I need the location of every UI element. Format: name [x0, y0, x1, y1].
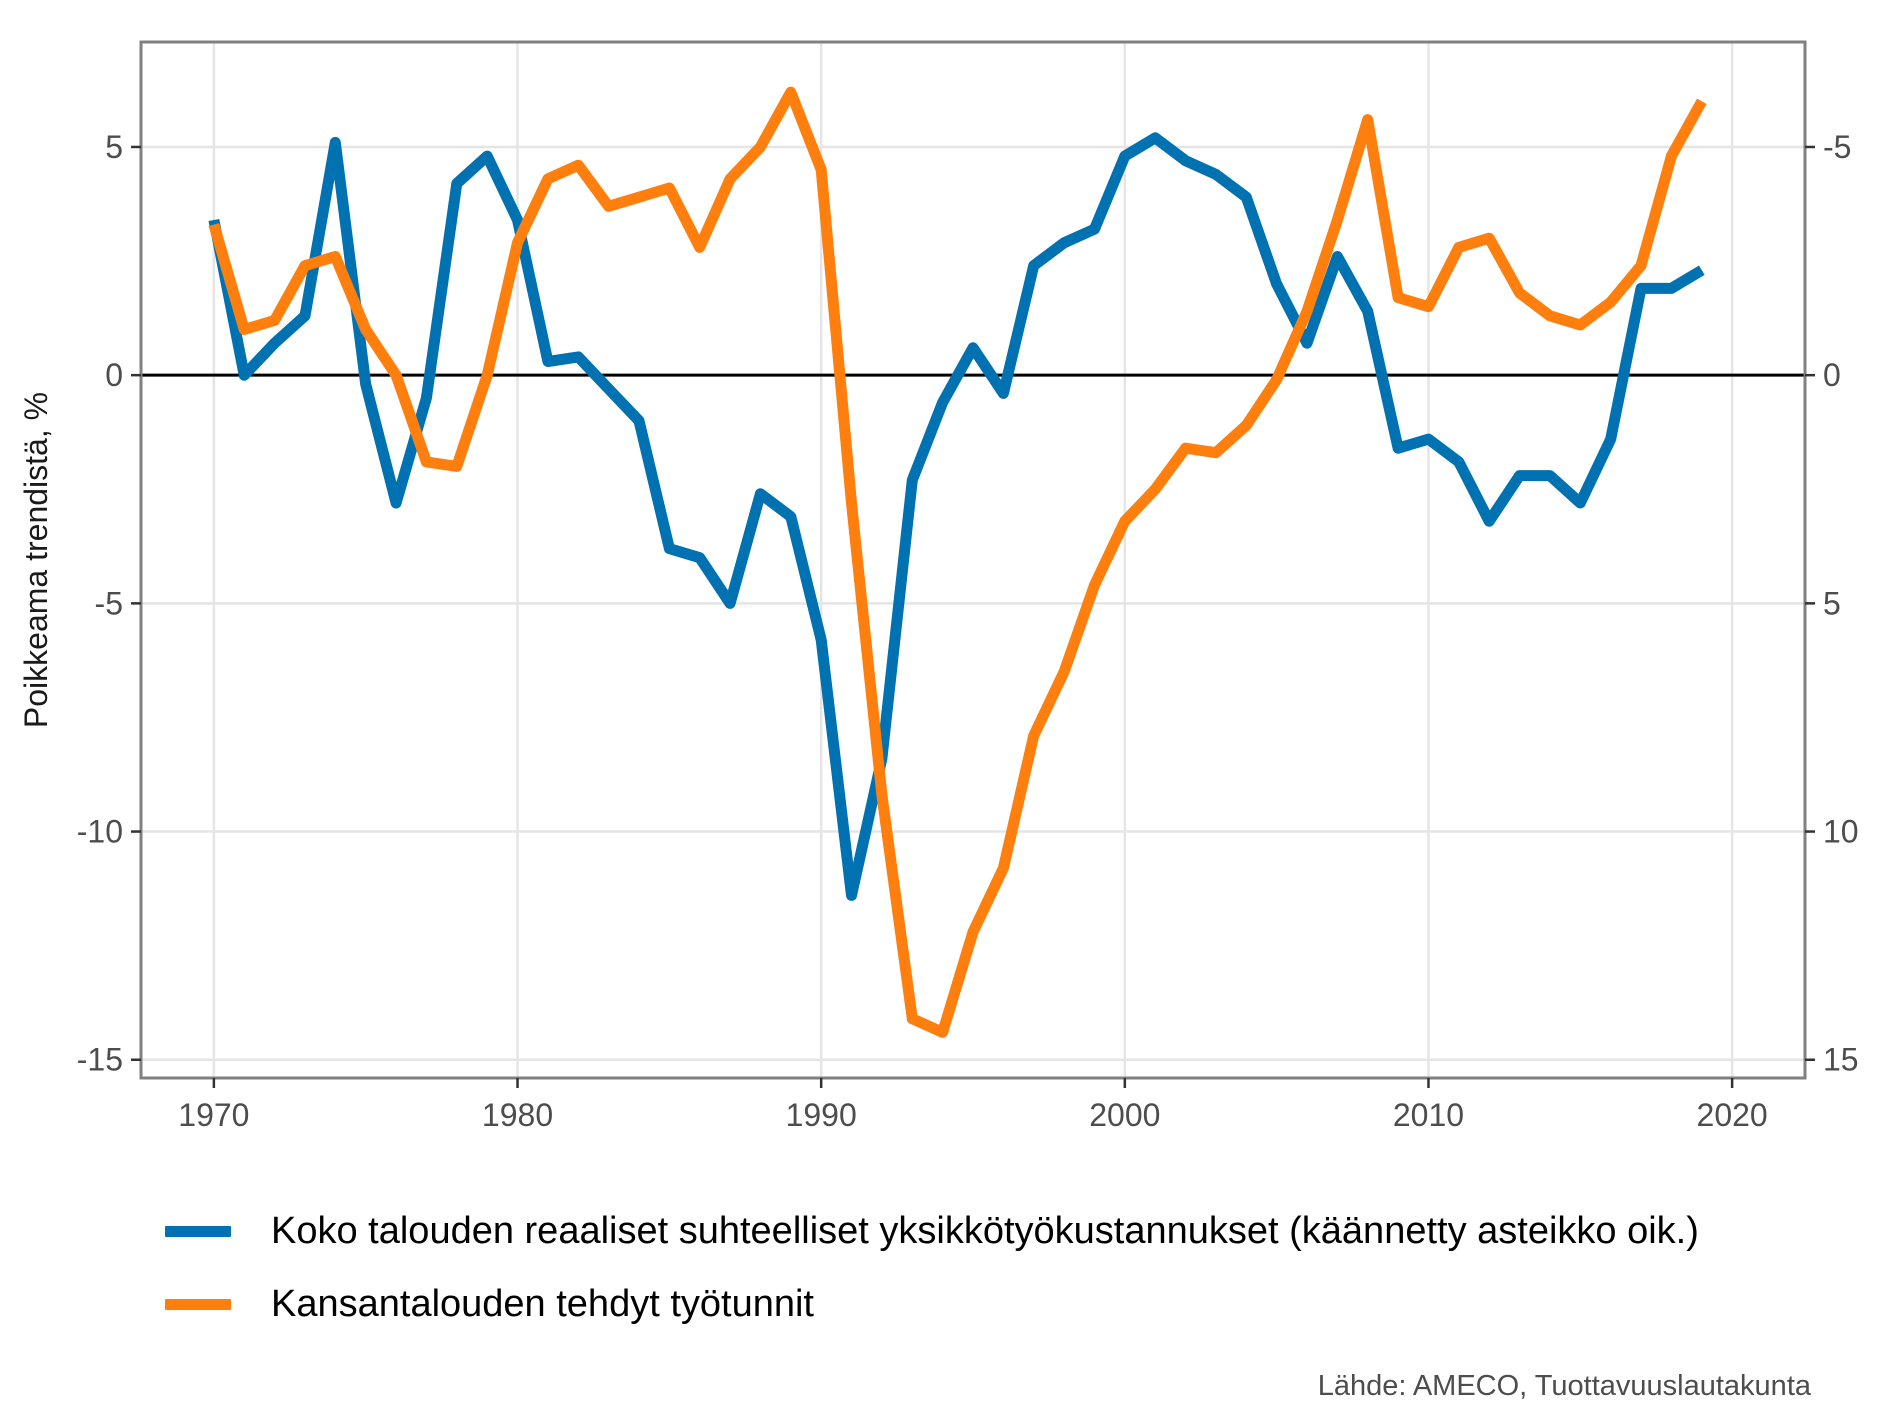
- series-lines: [208, 86, 1707, 1038]
- y-tick-label-left: -10: [77, 814, 123, 850]
- legend-swatch-hours: [165, 1299, 231, 1310]
- source-note: Lähde: AMECO, Tuottavuuslautakunta: [1317, 1370, 1811, 1402]
- y-tick-label-right: -5: [1823, 129, 1851, 165]
- y-tick-label-right: 10: [1823, 814, 1859, 850]
- y-tick-label-left: -5: [95, 585, 123, 621]
- y-tick-label-left: 0: [105, 357, 123, 393]
- legend-swatch-ulc: [165, 1226, 231, 1237]
- legend: Koko talouden reaaliset suhteelliset yks…: [165, 1195, 1699, 1341]
- series-line-hours: [208, 86, 1707, 1038]
- y-tick-label-right: 0: [1823, 357, 1841, 393]
- x-tick-label: 2010: [1393, 1097, 1464, 1133]
- tick-labels: 1970 1980 1990 2000 2010 2020 5 -5 0 0 -5 5 -10 10 -15…: [77, 129, 1859, 1133]
- y-tick-label-right: 15: [1823, 1042, 1859, 1078]
- x-tick-label: 1990: [786, 1097, 857, 1133]
- legend-label-ulc: Koko talouden reaaliset suhteelliset yks…: [271, 1210, 1699, 1252]
- x-tick-label: 1970: [178, 1097, 249, 1133]
- series-line-ulc: [208, 132, 1705, 901]
- y-tick-label-left: -15: [77, 1042, 123, 1078]
- legend-label-hours: Kansantalouden tehdyt työtunnit: [271, 1283, 814, 1325]
- y-tick-label-right: 5: [1823, 585, 1841, 621]
- y-tick-label-left: 5: [105, 129, 123, 165]
- plot-panel-border: [139, 40, 1807, 1080]
- x-tick-label: 1980: [482, 1097, 553, 1133]
- legend-item-ulc: Koko talouden reaaliset suhteelliset yks…: [165, 1195, 1699, 1268]
- x-tick-label: 2020: [1697, 1097, 1768, 1133]
- y-axis-title: Poikkeama trendistä, %: [18, 392, 54, 728]
- tick-marks: [131, 145, 1815, 1088]
- x-tick-label: 2000: [1089, 1097, 1160, 1133]
- legend-item-hours: Kansantalouden tehdyt työtunnit: [165, 1268, 1699, 1341]
